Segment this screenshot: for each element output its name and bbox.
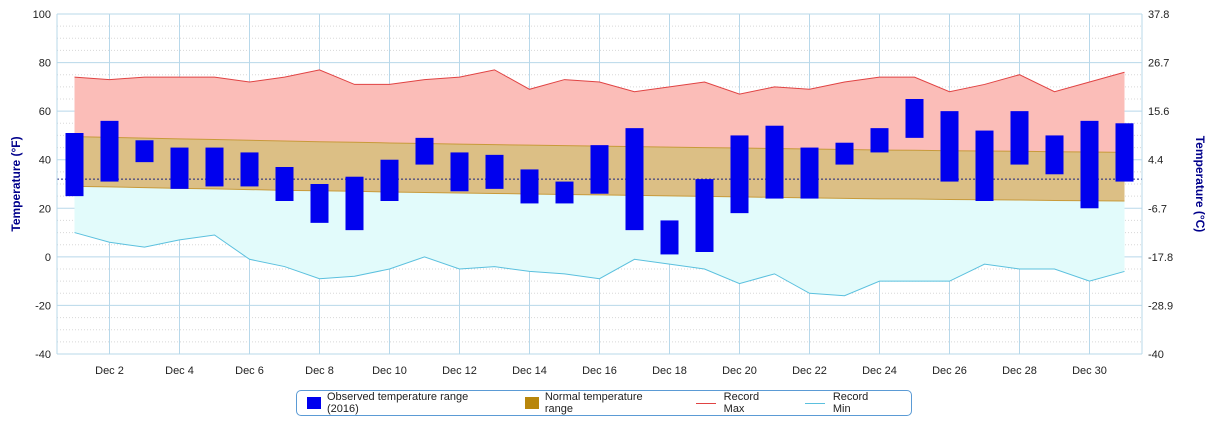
legend-swatch-record-min bbox=[804, 402, 825, 404]
x-tick-label: Dec 26 bbox=[932, 365, 967, 377]
x-tick-label: Dec 16 bbox=[582, 365, 617, 377]
x-tick-label: Dec 10 bbox=[372, 365, 407, 377]
y-right-tick-label: 26.7 bbox=[1148, 58, 1169, 70]
x-tick-label: Dec 8 bbox=[305, 365, 334, 377]
x-tick-label: Dec 12 bbox=[442, 365, 477, 377]
observed-bar bbox=[450, 152, 469, 192]
observed-bar bbox=[485, 154, 504, 189]
y-right-tick-label: -28.9 bbox=[1148, 300, 1173, 312]
legend-label-record-max: Record Max bbox=[723, 391, 760, 415]
legend: Observed temperature range (2016) Normal… bbox=[296, 390, 912, 416]
observed-bar bbox=[1010, 111, 1029, 165]
observed-bar bbox=[100, 120, 119, 182]
observed-bar bbox=[730, 135, 749, 214]
x-tick-label: Dec 18 bbox=[652, 365, 687, 377]
x-tick-label: Dec 24 bbox=[862, 365, 897, 377]
y-left-tick-label: 0 bbox=[45, 252, 51, 264]
legend-item-observed[interactable]: Observed temperature range (2016) bbox=[307, 391, 503, 415]
observed-bar bbox=[835, 142, 854, 165]
y-left-tick-label: 60 bbox=[39, 106, 51, 118]
x-tick-label: Dec 2 bbox=[95, 365, 124, 377]
observed-bar bbox=[975, 130, 994, 201]
above-normal-area bbox=[74, 69, 1125, 153]
y-right-tick-label: 15.6 bbox=[1148, 106, 1169, 118]
record-min-line bbox=[74, 232, 1125, 297]
observed-bar bbox=[765, 125, 784, 199]
chart-svg: 100 80 60 40 20 0 -20 -40 37.8 26.7 15.6 4.4 -6.7 -17… bbox=[9, 9, 1207, 377]
x-tick-label: Dec 20 bbox=[722, 365, 757, 377]
observed-bar bbox=[625, 128, 644, 231]
observed-bar bbox=[870, 128, 889, 153]
record-max-line bbox=[74, 69, 1125, 95]
y-right-tick-label: -6.7 bbox=[1148, 203, 1167, 215]
observed-bar bbox=[940, 111, 959, 182]
observed-bar bbox=[65, 133, 84, 197]
observed-bar bbox=[520, 169, 539, 204]
legend-label-normal: Normal temperature range bbox=[544, 391, 643, 415]
x-tick-label: Dec 4 bbox=[165, 365, 194, 377]
observed-bar bbox=[310, 184, 329, 223]
observed-bar bbox=[695, 179, 714, 252]
observed-bar bbox=[135, 140, 154, 163]
y-left-tick-label: -20 bbox=[35, 300, 51, 312]
legend-label-observed: Observed temperature range (2016) bbox=[326, 391, 469, 415]
observed-bar bbox=[800, 147, 819, 199]
observed-bar bbox=[1080, 120, 1099, 209]
observed-bar bbox=[660, 220, 679, 255]
legend-item-record-max[interactable]: Record Max bbox=[695, 391, 783, 415]
observed-bar bbox=[555, 181, 574, 204]
y-right-tick-label: -40 bbox=[1148, 349, 1164, 361]
normal-low-edge bbox=[74, 185, 1125, 202]
observed-bar bbox=[205, 147, 224, 187]
x-tick-label: Dec 30 bbox=[1072, 365, 1107, 377]
observed-bar bbox=[905, 99, 924, 138]
y-right-axis-title: Temperature (°C) bbox=[1193, 136, 1207, 233]
y-left-tick-label: 40 bbox=[39, 155, 51, 167]
y-right-tick-label: 4.4 bbox=[1148, 155, 1163, 167]
y-left-tick-label: 100 bbox=[33, 9, 51, 21]
y-right-tick-label: -17.8 bbox=[1148, 252, 1173, 264]
y-right-tick-label: 37.8 bbox=[1148, 9, 1169, 21]
legend-swatch-record-max bbox=[695, 402, 716, 404]
legend-label-record-min: Record Min bbox=[832, 391, 869, 415]
x-tick-label: Dec 28 bbox=[1002, 365, 1037, 377]
observed-bar bbox=[345, 176, 364, 231]
x-tick-label: Dec 6 bbox=[235, 365, 264, 377]
legend-item-record-min[interactable]: Record Min bbox=[804, 391, 889, 415]
y-left-tick-label: 80 bbox=[39, 58, 51, 70]
y-left-axis-title: Temperature (°F) bbox=[9, 136, 23, 231]
observed-bar bbox=[275, 167, 294, 201]
legend-item-normal[interactable]: Normal temperature range bbox=[524, 391, 674, 415]
observed-bar bbox=[380, 159, 399, 201]
observed-bar bbox=[1045, 135, 1064, 175]
x-tick-label: Dec 14 bbox=[512, 365, 547, 377]
x-tick-label: Dec 22 bbox=[792, 365, 827, 377]
observed-bar bbox=[1115, 123, 1134, 182]
y-left-tick-label: 20 bbox=[39, 203, 51, 215]
legend-swatch-observed bbox=[307, 397, 321, 409]
y-left-tick-label: -40 bbox=[35, 349, 51, 361]
observed-bar bbox=[415, 137, 434, 165]
observed-bar bbox=[590, 145, 609, 194]
legend-swatch-normal bbox=[524, 397, 539, 409]
observed-bar bbox=[240, 152, 259, 187]
observed-bar bbox=[170, 147, 189, 189]
